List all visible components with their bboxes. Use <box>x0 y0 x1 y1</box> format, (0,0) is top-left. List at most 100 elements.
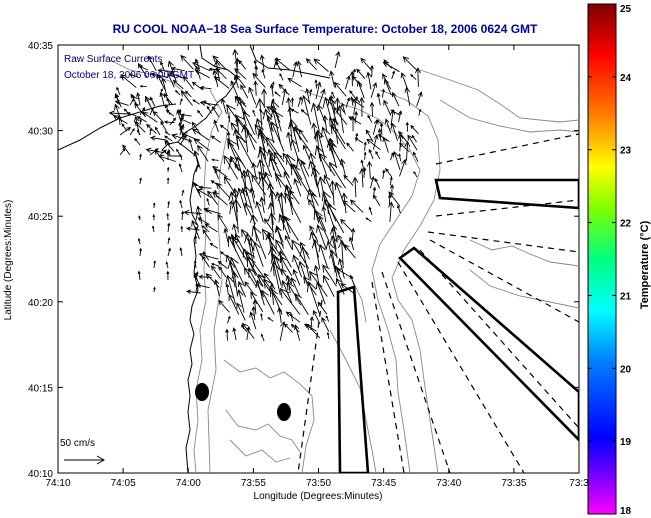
current-arrow <box>356 68 366 79</box>
current-arrow <box>336 104 345 134</box>
current-arrow <box>167 237 171 245</box>
current-arrow <box>171 133 191 142</box>
current-arrow <box>236 187 248 216</box>
current-arrow <box>411 134 417 143</box>
current-arrow <box>370 81 378 98</box>
current-arrow <box>137 237 141 245</box>
current-arrow <box>178 163 183 173</box>
colorbar-tick-label: 22 <box>620 219 632 230</box>
current-arrow <box>299 246 310 280</box>
current-arrow <box>234 156 246 188</box>
current-arrow <box>253 241 264 268</box>
current-arrow <box>283 171 293 190</box>
current-arrow <box>213 279 220 297</box>
current-arrow <box>369 101 375 117</box>
current-arrow <box>399 158 407 177</box>
current-arrow <box>329 180 337 206</box>
current-arrow <box>228 293 240 315</box>
current-arrow <box>251 225 267 259</box>
current-vectors <box>108 48 423 342</box>
current-arrow <box>388 191 401 207</box>
current-arrow <box>284 184 294 215</box>
current-arrow <box>354 110 359 124</box>
current-arrow <box>366 160 373 179</box>
current-arrow <box>152 213 156 221</box>
current-arrow <box>167 72 175 88</box>
current-arrow <box>414 67 421 87</box>
annotation-line1: Raw Surface Currents <box>64 54 162 65</box>
current-arrow <box>354 137 364 144</box>
current-arrow <box>290 323 300 333</box>
current-arrow <box>342 200 356 213</box>
buoy-marker <box>195 383 209 401</box>
current-arrow <box>277 306 283 324</box>
current-arrow <box>175 89 181 96</box>
current-arrow <box>366 71 372 90</box>
current-arrow <box>345 97 351 108</box>
current-arrow <box>286 97 292 116</box>
current-arrow <box>147 55 157 71</box>
bathymetry-contours <box>109 59 579 473</box>
current-arrow <box>297 96 303 108</box>
current-arrow <box>164 131 171 136</box>
current-arrow <box>300 109 309 116</box>
current-arrow <box>349 274 356 287</box>
current-arrow <box>329 161 346 189</box>
x-tick-label: 74:10 <box>45 478 70 489</box>
current-arrow <box>210 135 221 143</box>
current-arrow <box>198 185 212 190</box>
current-arrow <box>349 199 364 213</box>
current-arrow <box>153 260 157 269</box>
current-arrow <box>218 299 230 313</box>
current-arrow <box>166 177 170 185</box>
current-arrow <box>146 98 151 106</box>
current-arrow <box>397 133 404 152</box>
current-arrow <box>195 283 199 293</box>
current-arrow <box>315 281 326 305</box>
current-arrow <box>230 256 246 287</box>
current-arrow <box>112 115 128 124</box>
current-arrow <box>367 114 373 123</box>
current-arrow <box>267 317 274 322</box>
current-arrow <box>312 309 321 324</box>
current-arrow <box>210 262 220 267</box>
current-arrow <box>385 167 393 178</box>
current-arrow <box>280 268 292 285</box>
current-arrow <box>285 311 301 323</box>
current-arrow <box>278 83 290 96</box>
current-arrow <box>165 139 171 146</box>
current-arrow <box>298 260 309 287</box>
current-arrow <box>360 159 364 169</box>
current-arrow <box>358 96 365 117</box>
current-arrow <box>123 108 131 116</box>
current-arrow <box>344 75 351 90</box>
current-arrow <box>309 225 319 243</box>
current-arrow <box>227 315 231 324</box>
current-arrow <box>179 118 192 125</box>
current-arrow <box>238 280 247 298</box>
current-arrow <box>294 324 301 341</box>
current-arrow <box>350 96 354 106</box>
current-arrow <box>301 94 312 125</box>
current-arrow <box>242 184 254 214</box>
current-arrow <box>373 194 381 207</box>
current-arrow <box>236 302 246 321</box>
colorbar <box>587 3 617 515</box>
current-arrow <box>252 299 258 315</box>
current-arrow <box>308 160 318 188</box>
current-arrow <box>318 152 336 177</box>
current-arrow <box>206 105 212 114</box>
current-arrow <box>289 189 300 205</box>
current-arrow <box>255 97 266 133</box>
current-arrow <box>152 202 156 209</box>
current-arrow <box>286 131 292 151</box>
x-tick-label: 73:3 <box>569 478 589 489</box>
current-arrow <box>212 165 228 178</box>
current-arrow <box>416 91 423 107</box>
current-arrow <box>363 141 367 151</box>
current-arrow <box>398 142 410 153</box>
current-arrow <box>139 177 142 185</box>
current-arrow <box>120 74 137 89</box>
sampling-boxes <box>336 178 579 473</box>
